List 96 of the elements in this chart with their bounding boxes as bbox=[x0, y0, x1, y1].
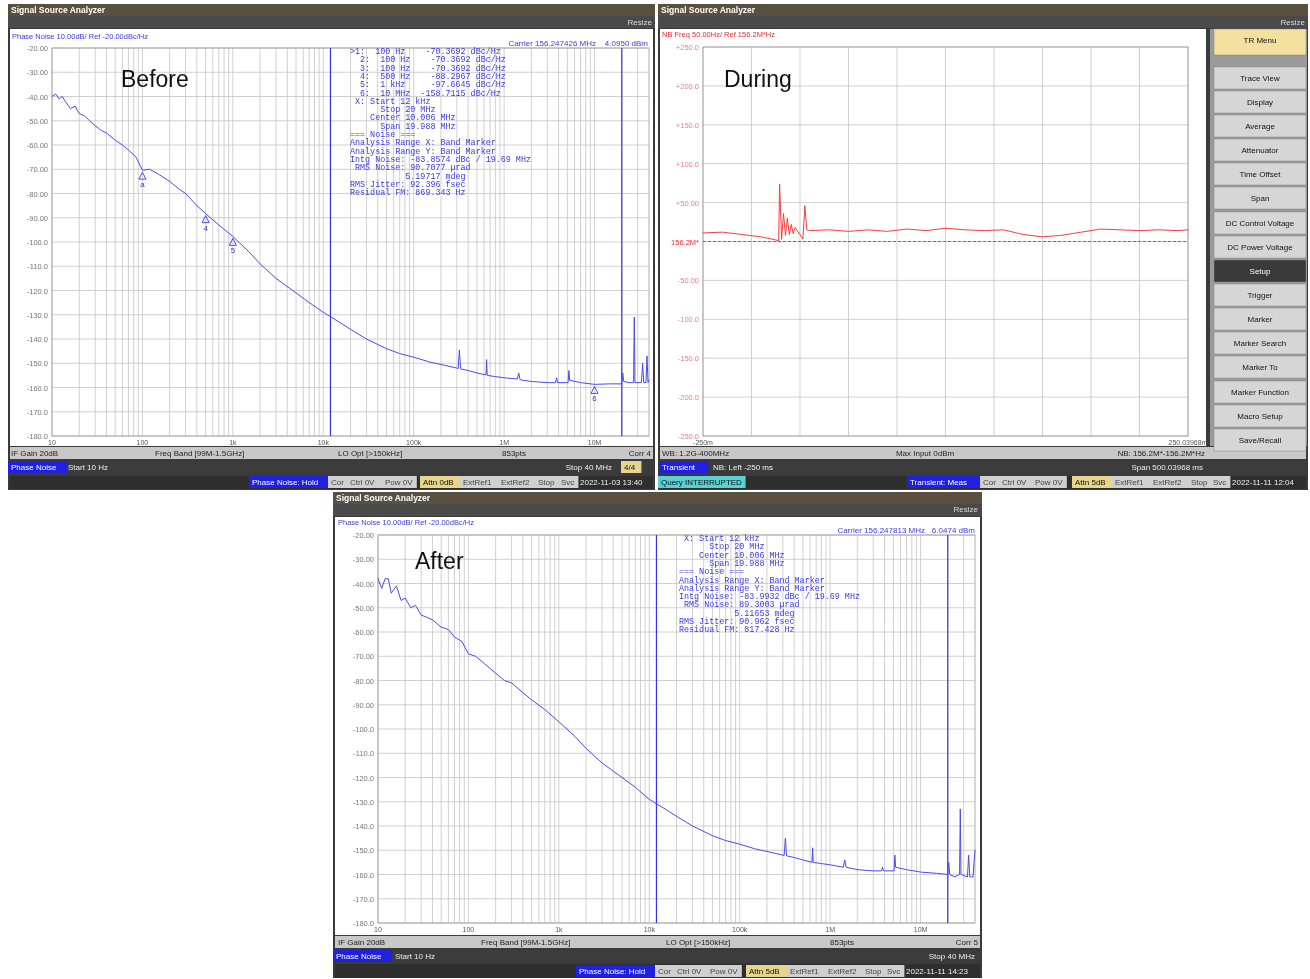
text: Stop 40 MHz bbox=[928, 952, 975, 961]
annotation: Center 10.006 MHz bbox=[350, 113, 456, 124]
text: Signal Source Analyzer bbox=[11, 5, 106, 15]
line-series bbox=[702, 183, 1189, 242]
text: Svc bbox=[887, 967, 901, 976]
text: Resize bbox=[1280, 18, 1306, 27]
text: 4.0950 dBm bbox=[604, 39, 649, 48]
text: Stop bbox=[538, 478, 556, 487]
text: Corr 4 bbox=[628, 449, 652, 458]
text: Transient: Meas bbox=[910, 478, 968, 487]
text: IF Gain 20dB bbox=[11, 449, 59, 458]
text: Attn 5dB bbox=[1075, 478, 1106, 487]
text: Signal Source Analyzer bbox=[661, 5, 756, 15]
text: Ctrl 0V bbox=[350, 478, 376, 487]
text: Phase Noise bbox=[336, 952, 382, 961]
text: Carrier 156.247426 MHz bbox=[508, 39, 596, 48]
text: ExtRef2 bbox=[828, 967, 858, 976]
annotation: 5 bbox=[230, 246, 236, 256]
annotation: Span 19.988 MHz bbox=[679, 558, 785, 569]
text: Cor bbox=[658, 967, 672, 976]
text: 853pts bbox=[830, 938, 855, 947]
text: ExtRef2 bbox=[501, 478, 531, 487]
text: Time Offset bbox=[1239, 170, 1282, 179]
text: Stop bbox=[1191, 478, 1209, 487]
text: Svc bbox=[1213, 478, 1227, 487]
annotation: Span 19.988 MHz bbox=[350, 121, 456, 132]
text: After bbox=[415, 548, 464, 574]
annotation: Intg Noise: -83.8574 dBc / 19.69 MHz bbox=[350, 154, 531, 165]
text: 4/4 bbox=[624, 463, 636, 472]
text: Span bbox=[1250, 194, 1270, 203]
text: Display bbox=[1246, 98, 1274, 107]
text: ExtRef2 bbox=[1153, 478, 1183, 487]
text: IF Gain 20dB bbox=[338, 938, 386, 947]
text: Ctrl 0V bbox=[1002, 478, 1028, 487]
text: Phase Noise: Hold bbox=[252, 478, 319, 487]
annotation: Residual FM: 817.428 Hz bbox=[679, 625, 795, 636]
text: Span 500.03968 ms bbox=[1131, 463, 1203, 472]
text: Svc bbox=[561, 478, 575, 487]
text: 2022-11-03 13:40 bbox=[580, 478, 644, 487]
text: Before bbox=[121, 66, 189, 92]
text: Marker Function bbox=[1231, 388, 1289, 397]
text: Attenuator bbox=[1241, 146, 1279, 155]
text: Start 10 Hz bbox=[68, 463, 109, 472]
text: Macro Setup bbox=[1237, 412, 1284, 421]
annotation: >1: 100 Hz -70.3692 dBc/Hz bbox=[350, 47, 501, 57]
text: Setup bbox=[1249, 267, 1271, 276]
text: Save/Recall bbox=[1238, 436, 1282, 445]
annotation: Residual FM: 869.343 Hz bbox=[350, 188, 466, 199]
text: Phase Noise: Hold bbox=[579, 967, 646, 976]
text: NB: Left -250 ms bbox=[713, 463, 774, 472]
text: 2022-11-11 14:23 bbox=[906, 967, 969, 976]
annotation: 6 bbox=[592, 394, 598, 404]
text: Average bbox=[1245, 122, 1276, 131]
text: Attn 0dB bbox=[423, 478, 454, 487]
text: During bbox=[724, 66, 792, 92]
text: Freq Band [99M-1.5GHz] bbox=[481, 938, 571, 947]
text: Stop bbox=[865, 967, 883, 976]
text: Stop 40 MHz bbox=[565, 463, 612, 472]
text: DC Control Voltage bbox=[1225, 219, 1295, 228]
annotation: a bbox=[140, 180, 146, 190]
text: Marker Search bbox=[1233, 339, 1287, 348]
text: Cor bbox=[331, 478, 345, 487]
text: Resize bbox=[953, 505, 979, 514]
text: 853pts bbox=[502, 449, 527, 458]
text: Resize bbox=[627, 18, 653, 27]
text: Freq Band [99M-1.5GHz] bbox=[155, 449, 245, 458]
text: Marker To bbox=[1242, 363, 1279, 372]
text: Corr 5 bbox=[955, 938, 979, 947]
annotation: X: Start 12 kHz bbox=[679, 534, 760, 544]
text: NB: 156.2M*-156.2M*Hz bbox=[1117, 449, 1205, 458]
annotation: X: Start 12 kHz bbox=[350, 96, 431, 107]
annotation: 4 bbox=[203, 223, 209, 233]
text: Trace View bbox=[1240, 74, 1280, 83]
text: LO Opt [>150kHz] bbox=[666, 938, 731, 947]
text: ExtRef1 bbox=[1115, 478, 1145, 487]
annotation: 4: 500 Hz -88.2967 dBc/Hz bbox=[350, 71, 506, 82]
text: Phase Noise bbox=[11, 463, 57, 472]
annotation: 6.0474 dBm bbox=[931, 526, 976, 535]
annotation: Carrier 156.247813 MHz bbox=[837, 526, 925, 535]
annotation: RMS Noise: 90.7077 µrad bbox=[350, 163, 471, 174]
text: Transient bbox=[662, 463, 696, 472]
text: Signal Source Analyzer bbox=[336, 493, 431, 503]
text: TR Menu bbox=[1243, 36, 1277, 45]
text: Max Input 0dBm bbox=[895, 449, 955, 458]
text: ExtRef1 bbox=[790, 967, 820, 976]
text: Ctrl 0V bbox=[677, 967, 703, 976]
text: Cor bbox=[983, 478, 997, 487]
text: Marker bbox=[1247, 315, 1273, 324]
text: Start 10 Hz bbox=[395, 952, 436, 961]
text: Attn 5dB bbox=[749, 967, 780, 976]
text: ExtRef1 bbox=[463, 478, 493, 487]
text: WB: 1.2G-400MHz bbox=[662, 449, 730, 458]
text: 2022-11-11 12:04 bbox=[1232, 478, 1295, 487]
text: LO Opt [>150kHz] bbox=[338, 449, 403, 458]
text: Trigger bbox=[1247, 291, 1273, 300]
text: DC Power Voltage bbox=[1227, 243, 1294, 252]
